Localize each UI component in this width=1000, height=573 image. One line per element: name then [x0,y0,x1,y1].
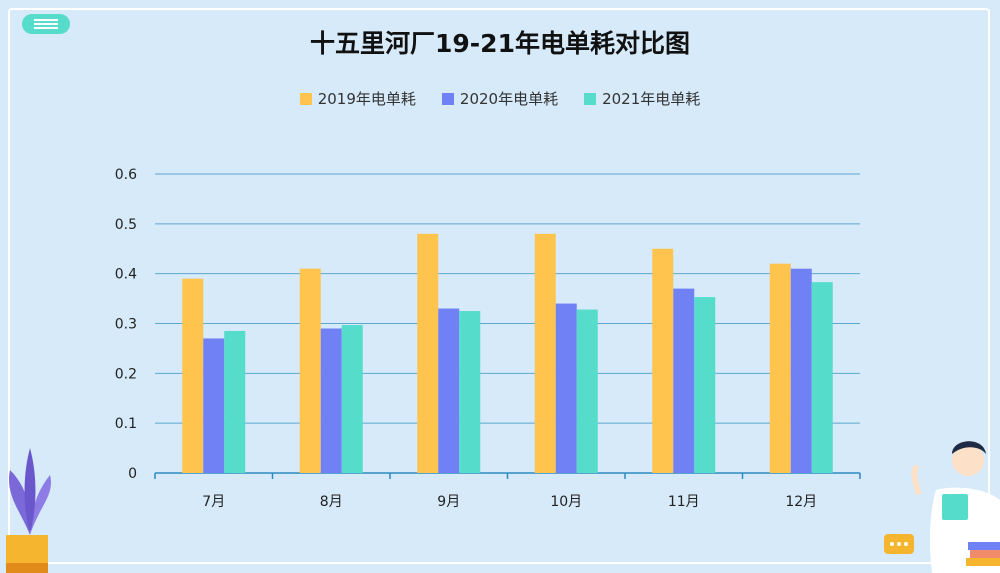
bar-2020 [673,288,695,473]
x-tick-label: 9月 [437,494,460,510]
x-tick-label: 7月 [202,494,225,510]
x-tick-label: 10月 [550,494,582,510]
bar-2020 [438,308,460,473]
bar-2019 [769,263,791,473]
bar-2021 [811,282,833,473]
y-tick-label: 0.5 [115,217,137,233]
legend-swatch-2019 [299,92,312,105]
bar-2019 [652,248,674,473]
y-tick-label: 0.2 [115,366,137,382]
teacher-illustration-icon [884,441,1000,573]
bar-2021 [341,324,363,473]
legend-item-2020: 2020年电单耗 [441,88,559,109]
bar-2019 [417,233,439,473]
legend-swatch-2021 [584,92,597,105]
bar-2021 [224,330,246,473]
legend-swatch-2020 [441,92,454,105]
slide-frame [8,8,990,564]
legend-label-2020: 2020年电单耗 [459,90,559,108]
bar-2021 [576,309,598,473]
y-tick-label: 0.1 [115,416,137,432]
y-tick-label: 0 [128,466,137,482]
legend-item-2021: 2021年电单耗 [584,88,700,109]
legend-label-2019: 2019年电单耗 [317,90,416,108]
y-tick-label: 0.3 [115,317,137,333]
x-tick-label: 8月 [320,494,343,510]
legend-label-2021: 2021年电单耗 [602,90,701,108]
legend-item-2019: 2019年电单耗 [299,88,416,109]
x-tick-label: 12月 [785,494,817,510]
bar-2020 [320,328,342,473]
bar-2020 [790,268,812,473]
bar-2019 [182,278,204,473]
bar-2021 [459,311,481,473]
bar-2020 [203,338,225,473]
bar-2019 [534,233,556,473]
chart-title: 十五里河厂19-21年电单耗对比图 [310,29,690,58]
x-tick-label: 11月 [668,494,700,510]
bar-2020 [555,303,577,473]
menu-icon[interactable] [22,14,70,34]
bar-2021 [694,297,716,473]
bar-2019 [299,268,321,473]
y-tick-label: 0.6 [115,167,137,183]
y-tick-label: 0.4 [115,267,137,283]
plant-decoration-icon [6,448,51,573]
chart-legend: 2019年电单耗 2020年电单耗 2021年电单耗 [0,88,1000,109]
